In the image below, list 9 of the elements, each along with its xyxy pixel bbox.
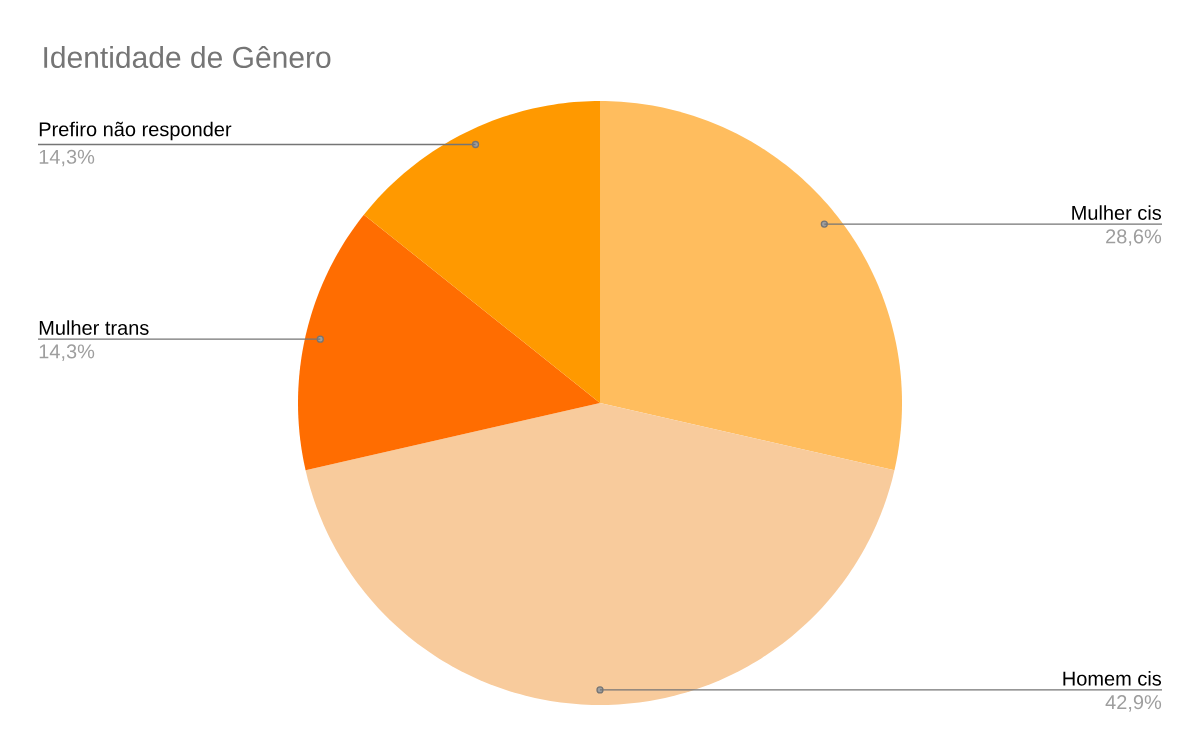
slice-label: Mulher cis (1072, 205, 1162, 220)
slice-label: Mulher trans (39, 320, 149, 335)
slice-label: Homem cis (1063, 671, 1162, 686)
data-label: 14,3% (39, 149, 95, 167)
chart-title: Identidade de Gênero (44, 45, 331, 69)
data-label: 28,6% (1106, 229, 1162, 246)
data-label: 14,3% (39, 344, 95, 361)
slice-label: Prefiro não responder (39, 121, 232, 141)
data-label: 42,9% (1105, 695, 1162, 712)
